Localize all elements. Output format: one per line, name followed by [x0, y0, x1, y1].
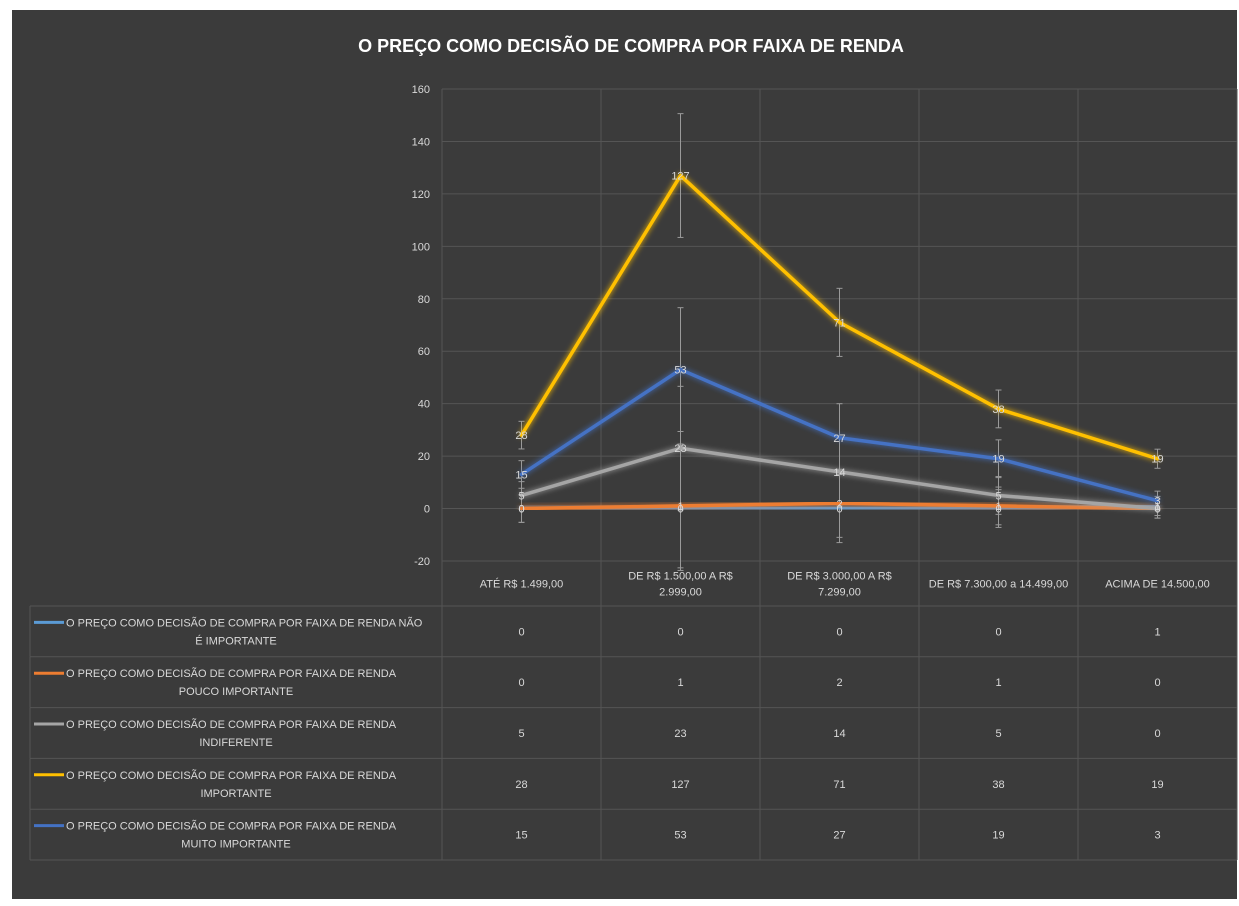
data-table: ATÉ R$ 1.499,00 DE R$ 1.500,00 A R$ 2.999,… — [29, 571, 1237, 861]
series-line — [519, 446, 1160, 511]
x-category-label: ATÉ R$ 1.499,00 — [480, 578, 564, 591]
y-tick-label: 80 — [418, 294, 430, 306]
table-cell-value: 127 — [671, 779, 689, 791]
x-category-label: 7.299,00 — [818, 587, 861, 599]
data-label: 71 — [833, 317, 845, 329]
legend-series-name: IMPORTANTE — [200, 788, 271, 800]
table-cell-value: 1 — [677, 677, 683, 689]
y-tick-label: -20 — [414, 556, 430, 568]
x-category-label: 2.999,00 — [659, 587, 702, 599]
data-label: 3 — [1154, 496, 1160, 508]
legend-series-name: O PREÇO COMO DECISÃO DE COMPRA POR FAIXA… — [66, 616, 423, 629]
table-cell-value: 71 — [833, 779, 845, 791]
table-cell-value: 19 — [1151, 779, 1163, 791]
y-tick-label: 0 — [424, 504, 430, 516]
table-cell-value: 0 — [518, 626, 524, 638]
data-label: 0 — [677, 504, 683, 516]
y-tick-label: 100 — [412, 241, 430, 253]
data-label: 19 — [1151, 454, 1163, 466]
data-label: 1 — [995, 501, 1001, 513]
x-category-label: DE R$ 1.500,00 A R$ — [628, 571, 733, 583]
table-cell-value: 2 — [836, 677, 842, 689]
series-layer — [519, 173, 1160, 511]
legend-series-name: INDIFERENTE — [199, 737, 272, 749]
table-cell-value: 0 — [1154, 728, 1160, 740]
data-label: 38 — [992, 404, 1004, 416]
data-label: 2 — [836, 498, 842, 510]
table-cell-value: 1 — [995, 677, 1001, 689]
y-tick-label: 120 — [412, 189, 430, 201]
table-cell-value: 14 — [833, 728, 845, 740]
table-cell-value: 0 — [677, 626, 683, 638]
x-category-label: DE R$ 7.300,00 a 14.499,00 — [929, 579, 1068, 591]
legend-series-name: MUITO IMPORTANTE — [181, 839, 290, 851]
data-label: 0 — [836, 504, 842, 516]
legend-series-name: É IMPORTANTE — [195, 634, 277, 647]
data-label: 0 — [1154, 504, 1160, 516]
data-label: 28 — [515, 430, 527, 442]
data-label: 0 — [1154, 504, 1160, 516]
x-category-label: ACIMA DE 14.500,00 — [1105, 579, 1210, 591]
y-tick-label: 20 — [418, 451, 430, 463]
legend-series-name: O PREÇO COMO DECISÃO DE COMPRA POR FAIXA… — [66, 667, 397, 680]
x-category-label: DE R$ 3.000,00 A R$ — [787, 571, 892, 583]
y-tick-label: 160 — [412, 84, 430, 96]
series-line — [519, 173, 1160, 461]
legend-series-name: O PREÇO COMO DECISÃO DE COMPRA POR FAIXA… — [66, 718, 397, 731]
data-label: 23 — [674, 443, 686, 455]
series-line — [519, 367, 1160, 503]
table-cell-value: 28 — [515, 779, 527, 791]
data-label: 0 — [518, 504, 524, 516]
table-cell-value: 23 — [674, 728, 686, 740]
table-cell-value: 0 — [995, 626, 1001, 638]
data-label: 27 — [833, 433, 845, 445]
table-cell-value: 0 — [836, 626, 842, 638]
data-label: 19 — [992, 454, 1004, 466]
table-cell-value: 53 — [674, 830, 686, 842]
table-cell-value: 5 — [995, 728, 1001, 740]
table-cell-value: 3 — [1154, 830, 1160, 842]
y-tick-label: 40 — [418, 399, 430, 411]
chart-background — [12, 10, 1237, 899]
y-tick-label: 60 — [418, 346, 430, 358]
chart-title: O PREÇO COMO DECISÃO DE COMPRA POR FAIXA… — [358, 35, 904, 56]
table-cell-value: 15 — [515, 830, 527, 842]
table-cell-value: 5 — [518, 728, 524, 740]
legend-series-name: O PREÇO COMO DECISÃO DE COMPRA POR FAIXA… — [66, 769, 397, 782]
data-label: 1 — [1154, 501, 1160, 513]
legend-series-name: POUCO IMPORTANTE — [179, 686, 294, 698]
data-label: 0 — [518, 504, 524, 516]
table-cell-value: 19 — [992, 830, 1004, 842]
data-label: 0 — [995, 504, 1001, 516]
series-line — [519, 501, 1160, 511]
data-label: 5 — [518, 490, 524, 502]
data-label: 15 — [515, 469, 527, 481]
data-label: 53 — [674, 365, 686, 377]
y-tick-label: 140 — [412, 136, 430, 148]
table-cell-value: 0 — [518, 677, 524, 689]
data-label: 5 — [995, 490, 1001, 502]
legend-series-name: O PREÇO COMO DECISÃO DE COMPRA POR FAIXA… — [66, 820, 397, 833]
table-cell-value: 27 — [833, 830, 845, 842]
table-cell-value: 1 — [1154, 626, 1160, 638]
data-label: 1 — [677, 501, 683, 513]
data-label: 14 — [833, 467, 845, 479]
data-label: 127 — [671, 171, 689, 183]
table-cell-value: 38 — [992, 779, 1004, 791]
table-cell-value: 0 — [1154, 677, 1160, 689]
